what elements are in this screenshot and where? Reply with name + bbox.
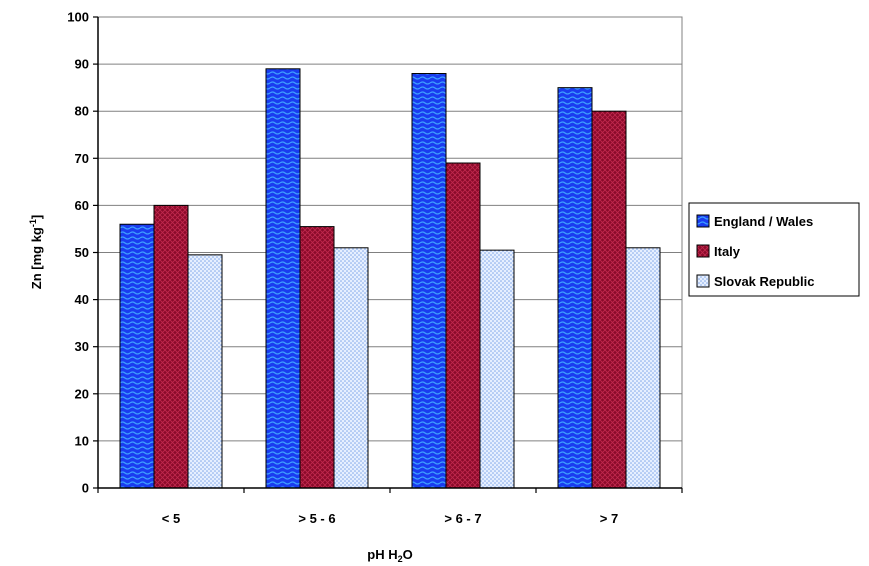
legend-label: Slovak Republic xyxy=(714,274,814,289)
y-tick-label: 40 xyxy=(75,292,89,307)
bar-slovak-republic-2 xyxy=(479,249,515,489)
y-tick-label: 60 xyxy=(75,198,89,213)
legend: England / Wales Italy Slovak Republic xyxy=(688,202,860,297)
x-tick-label: > 6 - 7 xyxy=(444,511,481,526)
y-axis-title: Zn [mg kg-1] xyxy=(28,215,44,289)
x-tick-label: > 5 - 6 xyxy=(298,511,335,526)
y-tick-label: 80 xyxy=(75,104,89,119)
y-tick-label: 70 xyxy=(75,151,89,166)
y-tick-label: 20 xyxy=(75,386,89,401)
bar-slovak-republic-1 xyxy=(333,247,369,489)
bar-italy-1 xyxy=(299,226,335,489)
y-tick-label: 50 xyxy=(75,245,89,260)
bar-slovak-republic-3 xyxy=(625,247,661,489)
bar-italy-2 xyxy=(445,162,481,489)
legend-swatch xyxy=(696,244,710,258)
y-ticks: 0 10 20 30 40 50 60 70 80 90 100 xyxy=(67,10,98,496)
legend-box xyxy=(688,202,860,297)
bar-slovak-republic-0 xyxy=(187,254,223,489)
x-tick-label: > 7 xyxy=(600,511,618,526)
y-tick-label: 0 xyxy=(82,481,89,496)
bar-england-wales-0 xyxy=(119,223,155,489)
legend-swatch xyxy=(696,214,710,228)
y-tick-label: 90 xyxy=(75,57,89,72)
plot-area: 0 10 20 30 40 50 60 70 80 90 100 < 5 > 5 - 6 > 6 - 7… xyxy=(67,10,683,526)
legend-label: Italy xyxy=(714,244,741,259)
x-axis-title: pH H2O xyxy=(367,547,412,564)
y-tick-label: 10 xyxy=(75,433,89,448)
bar-england-wales-2 xyxy=(411,73,447,489)
bar-italy-3 xyxy=(591,110,627,489)
bar-england-wales-1 xyxy=(265,68,301,489)
x-tick-label: < 5 xyxy=(162,511,180,526)
x-ticks: < 5 > 5 - 6 > 6 - 7 > 7 xyxy=(97,488,683,526)
bar-italy-0 xyxy=(153,204,189,489)
y-tick-label: 30 xyxy=(75,339,89,354)
y-tick-label: 100 xyxy=(67,10,89,25)
legend-label: England / Wales xyxy=(714,214,813,229)
legend-swatch xyxy=(696,274,710,288)
bar-england-wales-3 xyxy=(557,87,593,489)
